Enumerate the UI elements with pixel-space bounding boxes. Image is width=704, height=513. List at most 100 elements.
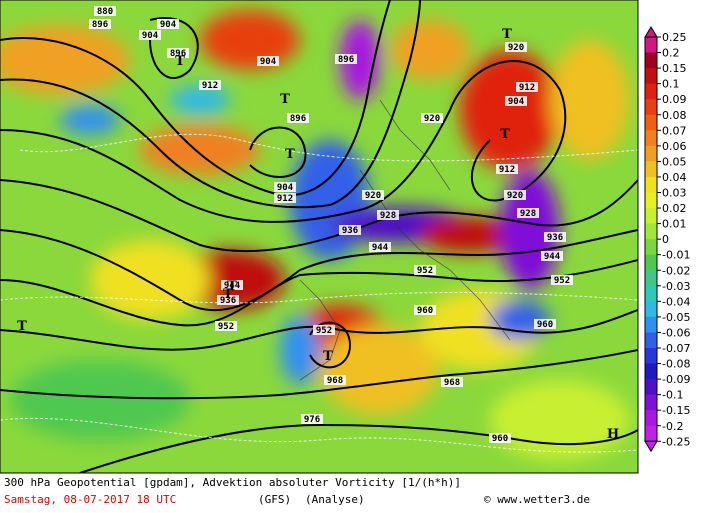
contour-label: 920 (424, 114, 440, 124)
contour-label: 960 (417, 306, 433, 316)
colorbar-segment (645, 425, 657, 442)
colorbar-segment (645, 332, 657, 349)
contour-label: 904 (508, 97, 525, 107)
pressure-marker: T (280, 92, 290, 107)
contour-label-bg (541, 251, 563, 261)
contour-label: 952 (554, 276, 570, 286)
contour-label-bg (257, 56, 279, 66)
pressure-marker: T (223, 287, 233, 302)
contour-label-bg (505, 42, 527, 52)
colorbar: 0.25 0.2 0.15 0.1 0.09 0.08 0.07 0.06 0.05 0.04 0.… (644, 26, 690, 453)
contour-label: 960 (492, 434, 508, 444)
colorbar-segment (645, 52, 657, 69)
colorbar-label: -0.01 (662, 249, 690, 262)
colorbar-label: -0.25 (662, 435, 690, 448)
colorbar-segment (645, 254, 657, 271)
colorbar-segment (645, 145, 657, 162)
map-frame (0, 0, 639, 474)
contour-label: 896 (170, 49, 186, 59)
contour-label: 904 (142, 31, 159, 41)
contour-label-bg (496, 164, 518, 174)
colorbar-segment (645, 83, 657, 100)
colorbar-label: 0.02 (662, 202, 687, 215)
colorbar-segment (645, 301, 657, 318)
colorbar-label: -0.08 (662, 358, 690, 371)
contour-label: 880 (97, 7, 113, 17)
contour-label-bg (421, 113, 443, 123)
colorbar-label: -0.02 (662, 264, 690, 277)
contour-label-bg (517, 208, 539, 218)
colorbar-segment (645, 223, 657, 240)
colorbar-segment (645, 285, 657, 302)
contour-label: 952 (218, 322, 234, 332)
contour-label-bg (516, 82, 538, 92)
contour-label-bg (89, 19, 111, 29)
contour-label: 936 (220, 296, 236, 306)
colorbar-label: -0.04 (662, 295, 690, 308)
contour-label-bg (362, 190, 384, 200)
colorbar-segment (645, 316, 657, 333)
contour-label: 920 (507, 191, 523, 201)
colorbar-label: -0.15 (662, 404, 690, 417)
colorbar-label: 0.08 (662, 109, 687, 122)
contour-label-bg (339, 225, 361, 235)
contour-label-bg (489, 433, 511, 443)
contour-label-bg (139, 30, 161, 40)
geopotential-contours (0, 0, 638, 473)
colorbar-label: 0.01 (662, 218, 687, 231)
contour-label-bg (94, 6, 116, 16)
contour-label-bg (157, 19, 179, 29)
colorbar-label: -0.05 (662, 311, 690, 324)
pressure-marker: T (502, 27, 512, 42)
contour-label-bg (414, 305, 436, 315)
colorbar-segment (645, 394, 657, 411)
contour-label-bg (534, 319, 556, 329)
contour-label: 976 (304, 415, 320, 425)
contour-label: 960 (537, 320, 553, 330)
colorbar-segment (645, 410, 657, 427)
contour-label-bg (324, 375, 346, 385)
pressure-marker: H (607, 427, 619, 442)
pressure-marker: T (285, 147, 295, 162)
caption: 300 hPa Geopotential [gpdam], Advektion … (4, 476, 461, 489)
contour-label: 912 (202, 81, 218, 91)
contour-label: 936 (547, 233, 563, 243)
contour-label: 952 (316, 326, 332, 336)
contour-label-bg (369, 242, 391, 252)
contour-label: 912 (277, 194, 293, 204)
colorbar-top-arrow (644, 26, 658, 38)
colorbar-segment (645, 270, 657, 287)
colorbar-label: -0.06 (662, 326, 690, 339)
contour-label: 904 (160, 20, 177, 30)
contour-label-bg (199, 80, 221, 90)
colorbar-label: 0.03 (662, 187, 687, 200)
map-field (0, 0, 638, 473)
colorbar-label: -0.2 (662, 420, 683, 433)
colorbar-label: 0.04 (662, 171, 687, 184)
colorbar-segment (645, 348, 657, 365)
contour-label: 944 (372, 243, 389, 253)
contour-label-bg (551, 275, 573, 285)
colorbar-segment (645, 37, 657, 54)
contour-label: 928 (520, 209, 536, 219)
colorbar-label: 0.1 (662, 78, 680, 91)
colorbar-label: -0.1 (662, 389, 683, 402)
contour-label: 896 (338, 55, 354, 65)
colorbar-label: 0.25 (662, 31, 687, 44)
contour-label: 968 (327, 376, 343, 386)
colorbar-segment (645, 114, 657, 131)
contour-label: 928 (380, 211, 396, 221)
contour-label-bg (274, 193, 296, 203)
colorbar-label: 0.07 (662, 124, 687, 137)
colorbar-segment (645, 239, 657, 256)
contour-label-bg (377, 210, 399, 220)
contour-label: 896 (92, 20, 108, 30)
colorbar-segment (645, 192, 657, 209)
contour-label: 968 (444, 378, 460, 388)
contour-label-bg (167, 48, 189, 58)
colorbar-segment (645, 363, 657, 380)
colorbar-segment (645, 176, 657, 193)
contour-label-bg (504, 190, 526, 200)
contour-label: 912 (499, 165, 515, 175)
contour-label: 896 (290, 114, 306, 124)
